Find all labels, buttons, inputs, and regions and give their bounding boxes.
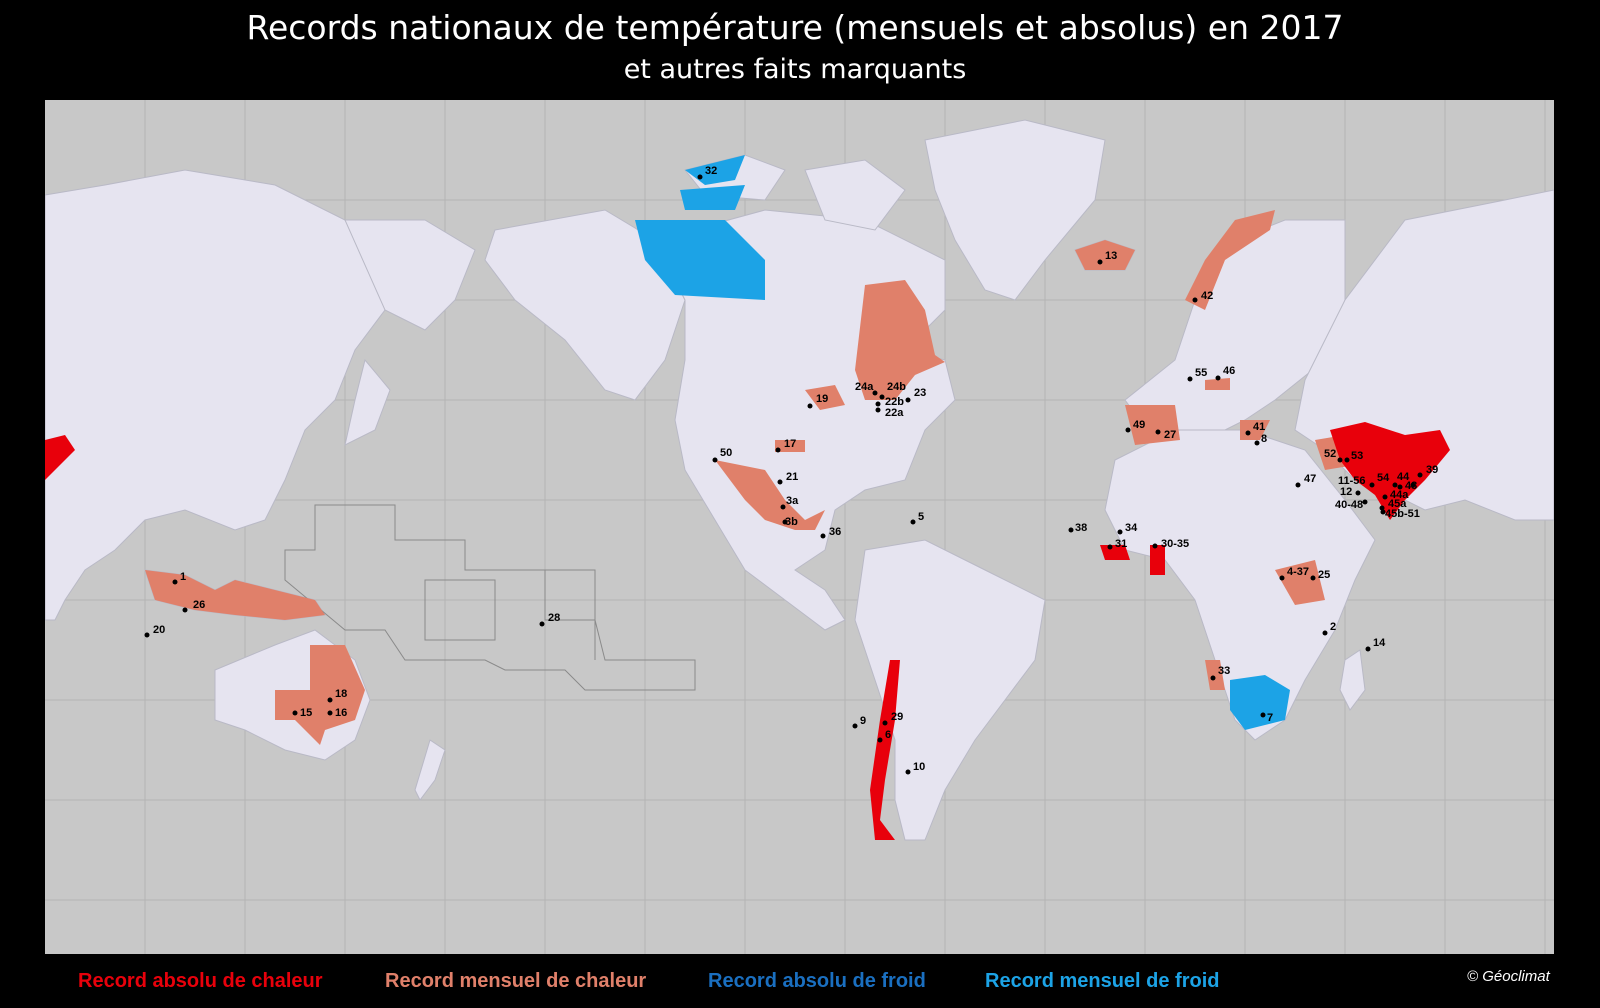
legend-record-absolu-froid: Record absolu de froid <box>708 970 926 992</box>
region-nunavut <box>635 220 765 300</box>
marker-label: 54 <box>1377 472 1390 484</box>
marker-label: 25 <box>1318 569 1330 581</box>
regions-record-mensuel-froid <box>635 155 1290 730</box>
marker-label: 10 <box>913 761 925 773</box>
region-iceland <box>1075 240 1135 270</box>
marker-label: 20 <box>153 624 165 636</box>
marker-label: 17 <box>784 438 796 450</box>
region-ontario <box>805 385 845 410</box>
marker-label: 3a <box>786 495 799 507</box>
marker-label: 46 <box>1223 365 1235 377</box>
marker-label: 12 <box>1340 486 1352 498</box>
region-mexico <box>715 460 825 530</box>
marker-label: 33 <box>1218 665 1230 677</box>
region-indonesia <box>145 570 325 620</box>
marker-label: 24a <box>855 381 874 393</box>
marker-label: 44a <box>1390 489 1409 501</box>
legend-record-mensuel-froid: Record mensuel de froid <box>985 970 1220 992</box>
marker-label: 22b <box>885 396 904 408</box>
marker-label: 27 <box>1164 429 1176 441</box>
marker-label: 14 <box>1373 637 1386 649</box>
region-canada-arctic-2 <box>680 185 745 210</box>
region-left-edge <box>45 435 75 480</box>
marker-label: 41 <box>1253 421 1265 433</box>
marker-dots <box>144 174 1423 775</box>
marker-label: 24b <box>887 381 906 393</box>
land-baffin <box>804 159 906 231</box>
marker-label: 13 <box>1105 250 1117 262</box>
legend-record-mensuel-chaleur: Record mensuel de chaleur <box>385 970 647 992</box>
marker-label: 16 <box>335 707 347 719</box>
legend-record-absolu-chaleur: Record absolu de chaleur <box>78 970 323 992</box>
marker-label: 11-56 <box>1338 475 1366 487</box>
marker-label: 8 <box>1261 433 1267 445</box>
region-ghana <box>1150 545 1165 575</box>
marker-label: 42 <box>1201 290 1213 302</box>
marker-label: 15 <box>300 707 312 719</box>
region-quebec <box>855 280 945 400</box>
regions-record-absolu-chaleur <box>45 422 1450 840</box>
map-subtitle: et autres faits marquants <box>623 54 967 85</box>
marker-labels: 1 26 20 28 18 15 16 32 13 42 24a 24b 23 … <box>153 165 1438 773</box>
marker-label: 1 <box>180 571 186 583</box>
marker-label: 18 <box>335 688 347 700</box>
region-austria <box>1205 378 1230 390</box>
region-namibia <box>1205 660 1225 690</box>
marker-label: 28 <box>548 612 560 624</box>
region-spain <box>1125 405 1180 445</box>
region-south-africa <box>1230 675 1290 730</box>
land-new-zealand <box>414 739 446 801</box>
marker-label: 52 <box>1324 448 1336 460</box>
marker-label: 45a <box>1388 498 1407 510</box>
marker-label: 38 <box>1075 522 1087 534</box>
land-siberia <box>344 219 476 331</box>
regions-record-mensuel-chaleur <box>145 210 1355 745</box>
marker-label: 31 <box>1115 538 1127 550</box>
marker-label: 40-48 <box>1335 499 1363 511</box>
region-iran-pakistan <box>1330 422 1450 520</box>
marker-label: 19 <box>816 393 828 405</box>
region-chile <box>870 660 900 840</box>
marker-label: 34 <box>1125 522 1138 534</box>
region-sierra-leone <box>1100 545 1130 560</box>
credit: © Géoclimat <box>1467 968 1550 985</box>
marker-label: 9 <box>860 715 866 727</box>
marker-label: 32 <box>705 165 717 177</box>
marker-label: 7 <box>1267 712 1273 724</box>
land-madagascar <box>1339 649 1366 711</box>
marker-label: 22a <box>885 407 904 419</box>
marker-label: 30-35 <box>1161 538 1189 550</box>
marker-label: 21 <box>786 471 798 483</box>
marker-label: 49 <box>1133 419 1145 431</box>
world-map: 1 26 20 28 18 15 16 32 13 42 24a 24b 23 … <box>45 100 1554 954</box>
region-kenya <box>1275 560 1325 605</box>
land-asia-west <box>45 169 386 621</box>
marker-label: 2 <box>1330 621 1336 633</box>
marker-label: 36 <box>829 526 841 538</box>
marker-label: 6 <box>885 729 891 741</box>
marker-label: 45b-51 <box>1385 508 1420 520</box>
region-oklahoma <box>775 440 805 452</box>
marker-label: 26 <box>193 599 205 611</box>
map-title: Records nationaux de température (mensue… <box>246 8 1344 47</box>
marker-label: 55 <box>1195 367 1207 379</box>
land-japan <box>344 358 391 446</box>
marker-label: 23 <box>914 387 926 399</box>
region-australia-east <box>275 645 365 745</box>
marker-label: 53 <box>1351 450 1363 462</box>
marker-label: 43 <box>1405 480 1417 492</box>
marker-label: 47 <box>1304 473 1316 485</box>
marker-label: 3b <box>785 516 798 528</box>
marker-label: 44 <box>1397 471 1410 483</box>
marker-label: 29 <box>891 711 903 723</box>
land-greenland <box>924 119 1106 301</box>
region-norway <box>1185 210 1275 310</box>
marker-label: 50 <box>720 447 732 459</box>
marker-label: 4-37 <box>1287 566 1309 578</box>
land-south-america <box>854 539 1046 841</box>
marker-label: 5 <box>918 511 924 523</box>
marker-label: 39 <box>1426 464 1438 476</box>
